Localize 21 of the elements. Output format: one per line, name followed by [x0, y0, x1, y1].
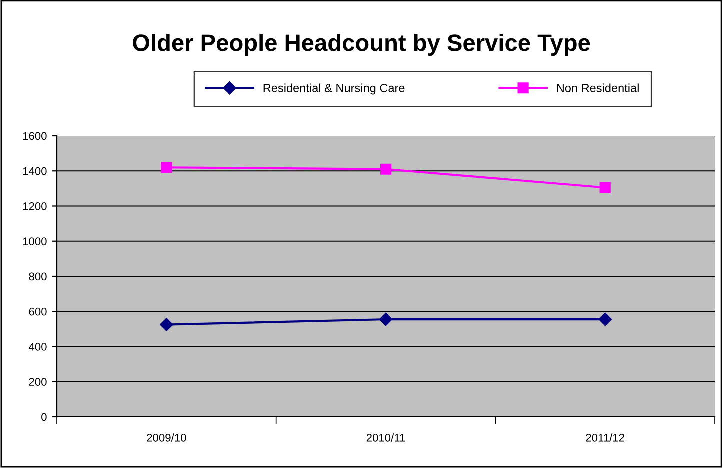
y-tick-label: 600 — [29, 308, 47, 316]
point — [161, 162, 172, 174]
y-tick-label: 1400 — [23, 167, 47, 176]
point — [160, 318, 174, 332]
point — [379, 312, 393, 326]
y-tick-label: 200 — [29, 378, 47, 386]
y-tick-label: 1600 — [23, 132, 47, 140]
y-tick-label: 1000 — [23, 238, 47, 246]
legend-label: Non Residential — [557, 84, 639, 92]
y-tick-label: 400 — [28, 343, 47, 351]
x-tick-label: 2010/11 — [366, 434, 406, 442]
point — [598, 312, 612, 326]
legend-label: Residential & Nursing Care — [264, 84, 405, 95]
y-tick-label: 1200 — [23, 202, 47, 210]
chart-title: Older People Headcount by Service Type — [133, 34, 590, 56]
y-tick-label: 800 — [29, 272, 47, 281]
y-tick-label: 0 — [42, 413, 47, 422]
point — [600, 182, 611, 194]
x-tick-label: 2011/12 — [586, 434, 624, 442]
x-tick-label: 2009/10 — [147, 434, 186, 442]
point — [380, 164, 392, 175]
